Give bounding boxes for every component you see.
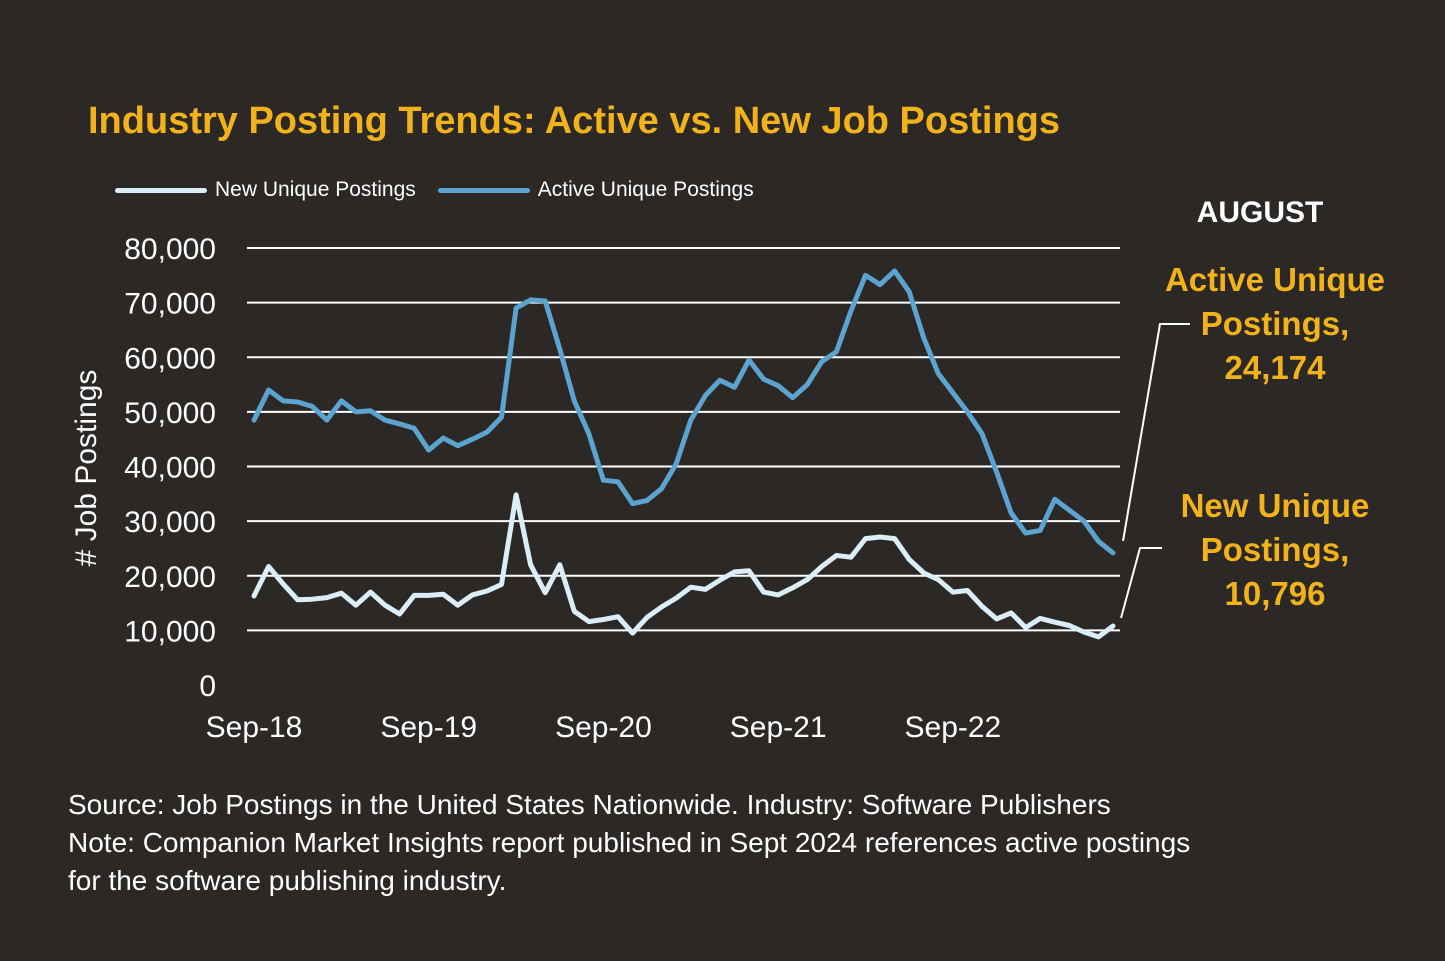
y-tick-label: 80,000 [124, 233, 216, 266]
x-tick-label: Sep-20 [555, 711, 652, 744]
legend-swatch-active [437, 187, 530, 193]
y-tick-label: 40,000 [124, 452, 216, 485]
source-note: Source: Job Postings in the United State… [68, 786, 1398, 900]
y-axis-label: # Job Postings [70, 370, 103, 567]
leader-line-active [1122, 323, 1190, 542]
x-axis-ticks: Sep-18 Sep-19 Sep-20 Sep-21 Sep-22 [206, 711, 1002, 744]
gridlines [247, 247, 1120, 632]
legend: New Unique Postings Active Unique Postin… [115, 178, 776, 202]
source-line: Source: Job Postings in the United State… [68, 789, 1111, 820]
y-axis-ticks: 80,000 70,000 60,000 50,000 40,000 30,000 20,0… [124, 233, 216, 703]
callout-new-value: 10,796 [1224, 575, 1326, 612]
chart-title: Industry Posting Trends: Active vs. New … [88, 100, 1061, 142]
callout-active-line2: Postings, [1200, 305, 1350, 342]
callout-active-value: 24,174 [1224, 349, 1326, 386]
callout-new-line1: New Unique [1180, 487, 1370, 524]
callout-leader-lines [1120, 323, 1190, 619]
leader-line-new [1120, 547, 1162, 619]
callout-new: New Unique Postings, 10,796 [1140, 484, 1410, 616]
y-tick-label: 70,000 [124, 288, 216, 321]
callout-active-line1: Active Unique [1164, 261, 1386, 298]
series-line-new-unique-postings [251, 492, 1116, 640]
month-label: AUGUST [1196, 196, 1324, 229]
series-lines [251, 268, 1116, 640]
x-tick-label: Sep-22 [905, 711, 1002, 744]
legend-label-active: Active Unique Postings [537, 178, 754, 201]
callout-new-line2: Postings, [1200, 531, 1350, 568]
y-tick-label: 0 [199, 670, 216, 703]
y-tick-label: 20,000 [124, 561, 216, 594]
series-line-active-unique-postings [251, 268, 1116, 556]
legend-item-new: New Unique Postings [115, 178, 416, 202]
x-tick-label: Sep-21 [730, 711, 827, 744]
y-tick-label: 60,000 [124, 342, 216, 375]
x-tick-label: Sep-18 [206, 711, 303, 744]
y-tick-label: 50,000 [124, 397, 216, 430]
legend-label-new: New Unique Postings [215, 178, 416, 201]
x-tick-label: Sep-19 [380, 711, 477, 744]
legend-item-active: Active Unique Postings [437, 178, 754, 202]
callout-active: Active Unique Postings, 24,174 [1140, 258, 1410, 390]
note-line-2: for the software publishing industry. [68, 865, 507, 896]
y-tick-label: 10,000 [124, 615, 216, 648]
legend-swatch-new [115, 187, 207, 193]
y-tick-label: 30,000 [124, 506, 216, 539]
note-line-1: Note: Companion Market Insights report p… [68, 827, 1191, 858]
